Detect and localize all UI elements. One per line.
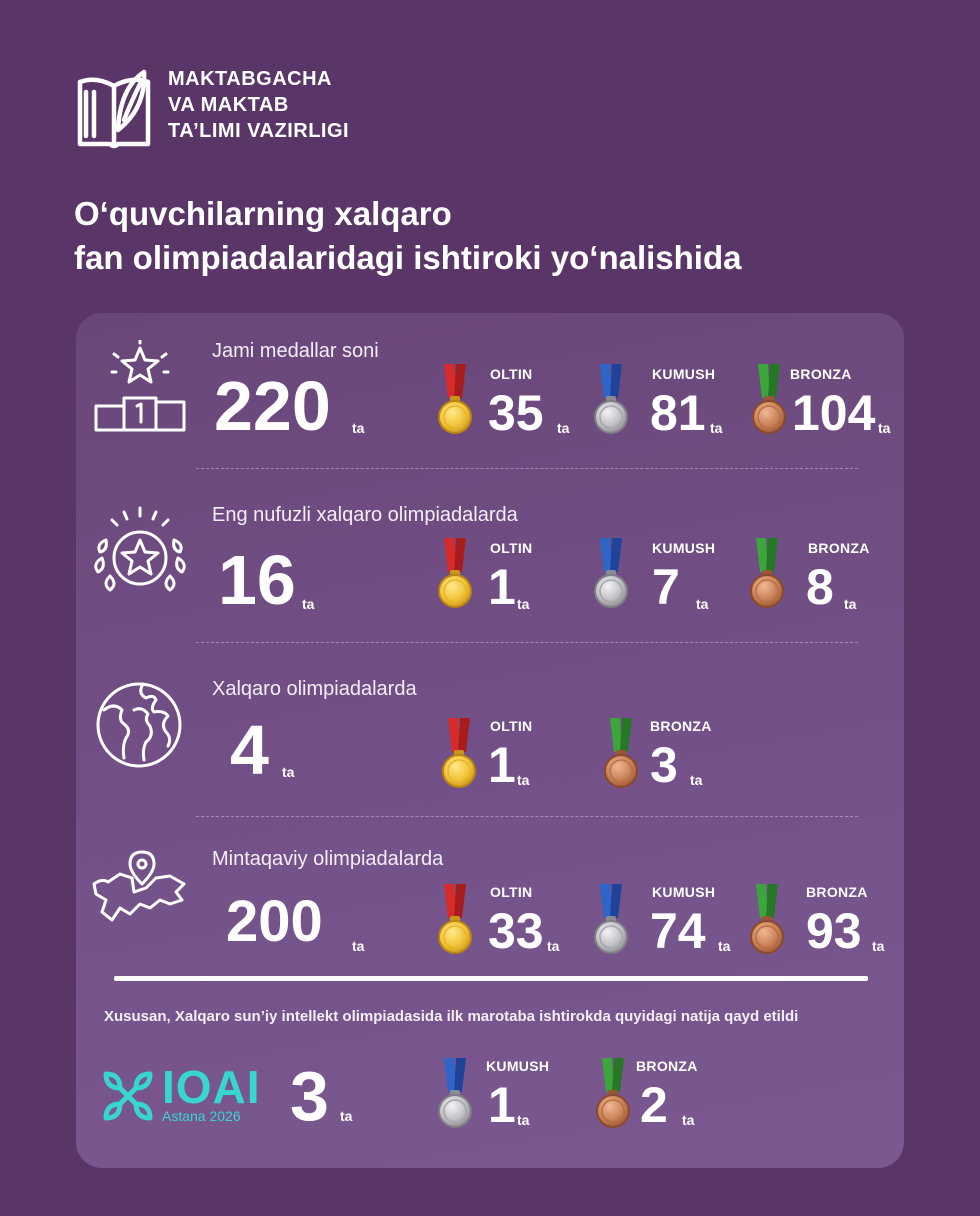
medal-name: KUMUSH <box>652 366 716 382</box>
unit-label: ta <box>517 1112 530 1128</box>
row-label: Eng nufuzli xalqaro olimpiadalarda <box>212 504 518 526</box>
bronze-medal-icon <box>750 364 788 436</box>
unit-label: ta <box>557 420 570 436</box>
bronze-medal-icon <box>748 538 786 610</box>
medal-count: 35 <box>488 385 544 441</box>
medal-name: KUMUSH <box>652 540 716 556</box>
medal-name: OLTIN <box>490 718 533 734</box>
silver-medal-icon <box>592 364 630 436</box>
page-title-line: fan olimpiadalaridagi ishtiroki yo‘nalis… <box>74 239 742 276</box>
special-note: Xususan, Xalqaro sun’iy intellekt olimpi… <box>104 1008 799 1025</box>
silver-medal-icon <box>592 884 630 956</box>
unit-label: ta <box>878 420 891 436</box>
row-label: Jami medallar soni <box>212 340 379 362</box>
medal-name: OLTIN <box>490 366 533 382</box>
unit-label: ta <box>302 596 315 612</box>
unit-label: ta <box>517 596 530 612</box>
medal-name: BRONZA <box>636 1058 698 1074</box>
ioai-logo-subtitle: Astana 2026 <box>162 1108 241 1124</box>
row-total: 200 <box>226 889 323 954</box>
divider <box>196 468 858 469</box>
row-label: Mintaqaviy olimpiadalarda <box>212 848 444 870</box>
book-leaf-logo-icon <box>77 69 151 149</box>
medal-count: 104 <box>792 385 876 441</box>
bronze-medal-icon <box>602 718 640 790</box>
medal-count: 7 <box>652 559 680 615</box>
stats-panel <box>76 313 904 1168</box>
bronze-medal-icon <box>748 884 786 956</box>
ministry-logo: MAKTABGACHA VA MAKTAB TA’LIMI VAZIRLIGI <box>74 60 404 155</box>
silver-medal-icon <box>592 538 630 610</box>
unit-label: ta <box>352 420 365 436</box>
medal-name: BRONZA <box>808 540 870 556</box>
medal-name: BRONZA <box>790 366 852 382</box>
unit-label: ta <box>872 938 885 954</box>
unit-label: ta <box>844 596 857 612</box>
medal-name: OLTIN <box>490 884 533 900</box>
medal-count: 2 <box>640 1077 668 1133</box>
row-label: Xalqaro olimpiadalarda <box>212 678 417 700</box>
page-title: O‘quvchilarning xalqaro fan olimpiadalar… <box>74 192 934 280</box>
divider <box>196 816 858 817</box>
medal-count: 3 <box>650 737 678 793</box>
row-total: 4 <box>230 711 269 789</box>
ioai-logo: IOAI Astana 2026 <box>98 1061 268 1128</box>
medal-count: 1 <box>488 559 516 615</box>
medal-name: KUMUSH <box>486 1058 550 1074</box>
row-total: 220 <box>214 367 331 445</box>
ministry-name-line: VA MAKTAB <box>168 94 289 116</box>
unit-label: ta <box>696 596 709 612</box>
row-total: 16 <box>218 541 296 619</box>
medal-count: 1 <box>488 737 516 793</box>
medal-count: 81 <box>650 385 706 441</box>
ioai-logo-text: IOAI <box>162 1061 261 1113</box>
unit-label: ta <box>718 938 731 954</box>
medal-name: BRONZA <box>806 884 868 900</box>
medal-count: 93 <box>806 903 862 959</box>
laurel-star-icon <box>94 506 186 592</box>
globe-icon <box>96 682 182 768</box>
medal-count: 8 <box>806 559 834 615</box>
silver-medal-icon <box>436 1058 474 1130</box>
medal-count: 74 <box>650 903 706 959</box>
medal-name: OLTIN <box>490 540 533 556</box>
medal-name: BRONZA <box>650 718 712 734</box>
map-pin-icon <box>92 850 186 922</box>
unit-label: ta <box>690 772 703 788</box>
gold-medal-icon <box>440 718 478 790</box>
divider <box>196 642 858 643</box>
medal-count: 1 <box>488 1077 516 1133</box>
medal-count: 33 <box>488 903 544 959</box>
ornament-icon <box>103 1071 153 1121</box>
podium-star-icon <box>94 340 186 432</box>
section-divider <box>114 976 868 981</box>
unit-label: ta <box>517 772 530 788</box>
gold-medal-icon <box>436 538 474 610</box>
unit-label: ta <box>682 1112 695 1128</box>
unit-label: ta <box>282 764 295 780</box>
unit-label: ta <box>547 938 560 954</box>
unit-label: ta <box>352 938 365 954</box>
ministry-name-line: TA’LIMI VAZIRLIGI <box>168 120 350 142</box>
unit-label: ta <box>340 1108 353 1124</box>
gold-medal-icon <box>436 364 474 436</box>
ministry-name: MAKTABGACHA VA MAKTAB TA’LIMI VAZIRLIGI <box>168 66 349 144</box>
page-title-line: O‘quvchilarning xalqaro <box>74 195 452 232</box>
unit-label: ta <box>710 420 723 436</box>
gold-medal-icon <box>436 884 474 956</box>
ministry-name-line: MAKTABGACHA <box>168 68 332 90</box>
medal-name: KUMUSH <box>652 884 716 900</box>
bronze-medal-icon <box>594 1058 632 1130</box>
special-total: 3 <box>290 1057 329 1135</box>
